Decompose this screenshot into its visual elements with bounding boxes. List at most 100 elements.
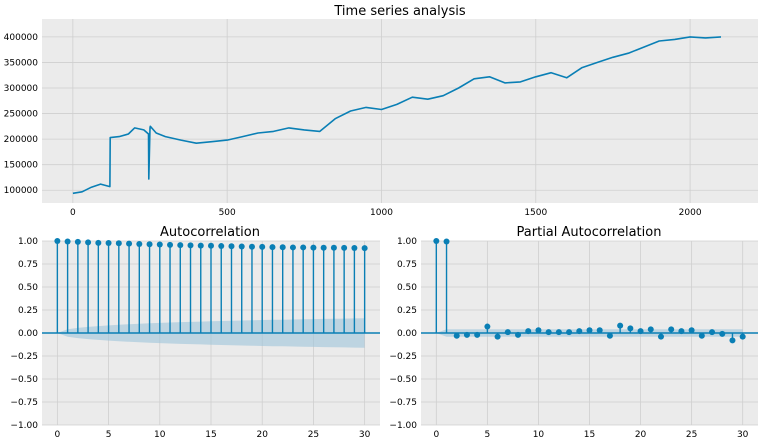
stem-marker bbox=[545, 329, 552, 336]
stem-marker bbox=[484, 323, 491, 330]
x-tick-label: 25 bbox=[308, 430, 319, 440]
stem-marker bbox=[351, 244, 358, 251]
stem-marker bbox=[606, 332, 613, 339]
stem-marker bbox=[555, 329, 562, 336]
autocorrelation-title: Autocorrelation bbox=[160, 225, 260, 240]
y-tick-label: −0.25 bbox=[10, 352, 38, 362]
stem-marker bbox=[586, 327, 593, 334]
stem-marker bbox=[289, 244, 296, 251]
stem-marker bbox=[146, 241, 153, 248]
autocorrelation-chart: 0 5 10 15 20 25 30 −1.00 −0.75 −0.50 −0.25 0.00 0.2… bbox=[10, 225, 380, 440]
partial-autocorrelation-chart: 0 5 10 15 20 25 30 −1.00 −0.75 −0.50 −0.25 0.00 0.2… bbox=[389, 225, 758, 440]
stem-marker bbox=[576, 328, 583, 335]
stem-marker bbox=[719, 330, 726, 337]
x-tick-label: 5 bbox=[485, 430, 491, 440]
stem-marker bbox=[617, 322, 624, 329]
stem-marker bbox=[494, 333, 501, 340]
x-tick-label: 20 bbox=[635, 430, 647, 440]
y-tick-label: 0.00 bbox=[397, 329, 417, 339]
y-tick-label: 0.25 bbox=[18, 306, 38, 316]
stem-marker bbox=[238, 243, 245, 250]
x-tick-label: 20 bbox=[256, 430, 268, 440]
stem-marker bbox=[657, 333, 664, 340]
stem-marker bbox=[54, 238, 61, 244]
stem-marker bbox=[627, 325, 634, 332]
stem-marker bbox=[279, 244, 286, 251]
stem-marker bbox=[300, 244, 307, 251]
stem-marker bbox=[330, 244, 337, 251]
stem-marker bbox=[739, 333, 746, 340]
y-tick-label: −1.00 bbox=[389, 421, 417, 431]
stem-marker bbox=[443, 238, 450, 245]
stem-marker bbox=[208, 242, 214, 249]
stem-marker bbox=[269, 244, 276, 251]
x-tick-label: 15 bbox=[205, 430, 216, 440]
y-tick-label: 1.00 bbox=[397, 237, 417, 247]
y-tick-label: 400000 bbox=[4, 33, 39, 43]
y-tick-label: −1.00 bbox=[10, 421, 38, 431]
y-tick-label: 200000 bbox=[4, 135, 39, 145]
y-tick-label: −0.50 bbox=[389, 375, 417, 385]
y-tick-label: 100000 bbox=[4, 186, 39, 196]
stem-marker bbox=[678, 328, 685, 335]
y-tick-label: −0.75 bbox=[389, 398, 417, 408]
stem-marker bbox=[463, 331, 470, 338]
stem-marker bbox=[596, 327, 603, 334]
stem-marker bbox=[320, 244, 327, 251]
time-series-chart: 0 500 1000 1500 2000 100000 150000 200000 25000… bbox=[4, 4, 758, 218]
x-tick-label: 1500 bbox=[524, 208, 547, 218]
y-tick-label: 0.75 bbox=[18, 260, 38, 270]
stem-marker bbox=[709, 329, 716, 336]
y-tick-label: −0.25 bbox=[389, 352, 417, 362]
stem-marker bbox=[197, 242, 204, 249]
x-tick-label: 10 bbox=[154, 430, 166, 440]
y-tick-label: 0.75 bbox=[397, 260, 417, 270]
stem-marker bbox=[637, 328, 644, 335]
stem-marker bbox=[474, 331, 481, 338]
y-tick-label: −0.75 bbox=[10, 398, 38, 408]
stem-marker bbox=[105, 240, 112, 247]
x-tick-label: 1000 bbox=[370, 208, 393, 218]
stem-marker bbox=[64, 238, 71, 245]
stem-marker bbox=[515, 331, 522, 338]
stem-marker bbox=[729, 337, 736, 344]
stem-marker bbox=[126, 240, 133, 247]
stem-marker bbox=[187, 242, 194, 249]
stem-marker bbox=[688, 327, 695, 334]
stem-marker bbox=[341, 244, 348, 251]
stem-marker bbox=[95, 239, 102, 246]
stem-marker bbox=[115, 240, 122, 247]
x-tick-label: 2000 bbox=[679, 208, 702, 218]
stem-marker bbox=[566, 329, 573, 336]
y-tick-label: 0.25 bbox=[397, 306, 417, 316]
stem-marker bbox=[668, 326, 675, 333]
x-tick-label: 5 bbox=[106, 430, 112, 440]
stem-marker bbox=[156, 241, 163, 248]
x-tick-label: 0 bbox=[70, 208, 76, 218]
x-tick-label: 500 bbox=[219, 208, 236, 218]
stem-marker bbox=[74, 238, 81, 245]
y-tick-label: 150000 bbox=[4, 161, 39, 171]
stem-marker bbox=[361, 245, 368, 252]
y-tick-label: 0.00 bbox=[18, 329, 38, 339]
stem-marker bbox=[259, 243, 266, 250]
stem-marker bbox=[218, 243, 225, 250]
stem-marker bbox=[698, 332, 705, 339]
partial-autocorrelation-title: Partial Autocorrelation bbox=[517, 225, 662, 240]
stem-marker bbox=[535, 327, 542, 334]
x-tick-label: 30 bbox=[359, 430, 371, 440]
y-tick-label: 0.50 bbox=[397, 283, 417, 293]
stem-marker bbox=[433, 238, 440, 244]
stem-marker bbox=[504, 329, 511, 336]
stem-marker bbox=[167, 241, 174, 248]
y-tick-label: 250000 bbox=[4, 110, 39, 120]
x-tick-label: 0 bbox=[54, 430, 60, 440]
x-tick-label: 15 bbox=[584, 430, 595, 440]
x-tick-label: 0 bbox=[433, 430, 439, 440]
series-line bbox=[72, 36, 722, 195]
x-tick-label: 10 bbox=[533, 430, 545, 440]
stem-marker bbox=[310, 244, 317, 251]
y-tick-label: −0.50 bbox=[10, 375, 38, 385]
y-tick-label: 0.50 bbox=[18, 283, 38, 293]
